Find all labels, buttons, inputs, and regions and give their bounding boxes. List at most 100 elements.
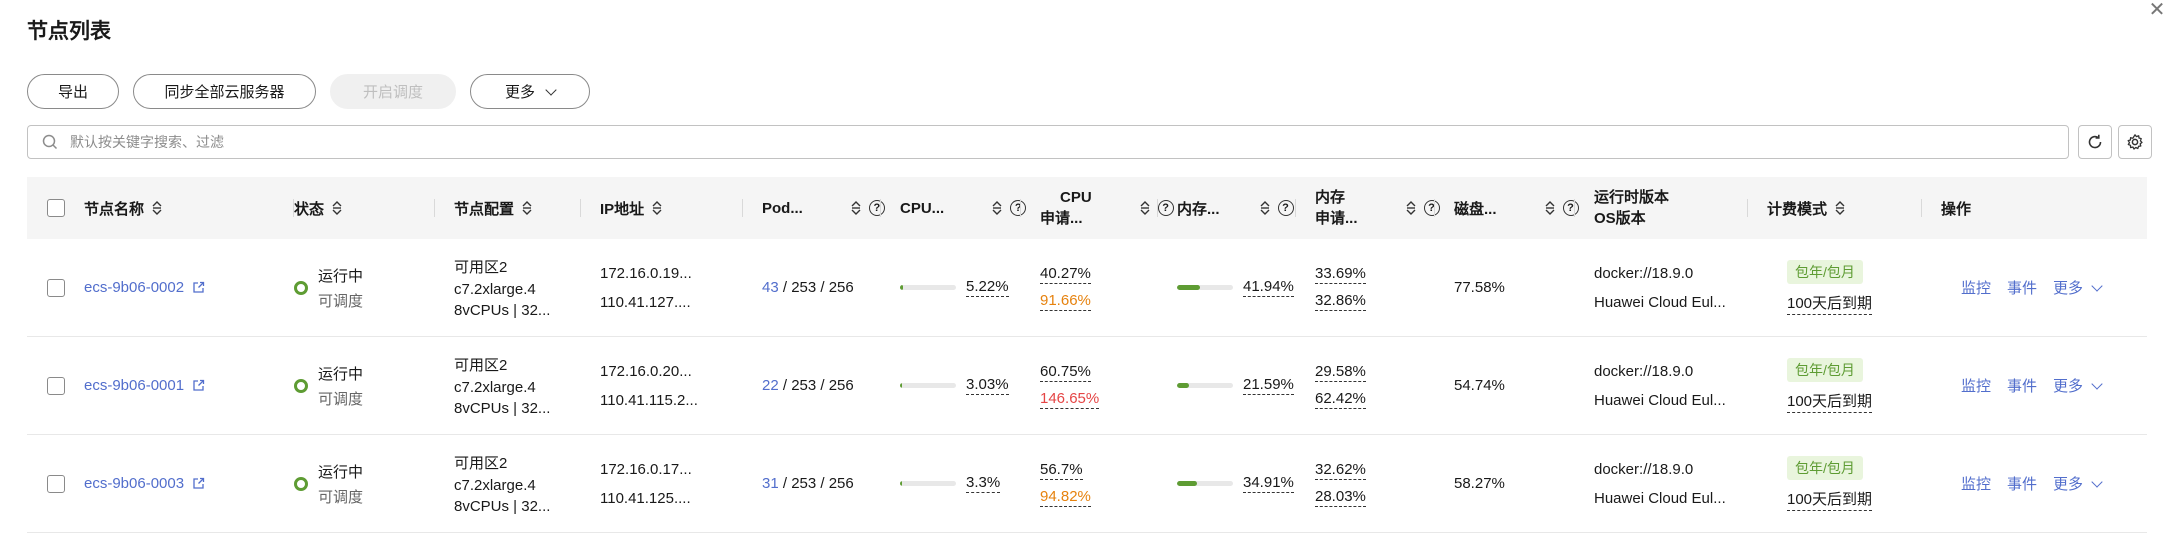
help-icon[interactable]: ? — [1562, 200, 1579, 216]
memory-usage-bar — [1177, 481, 1233, 486]
column-billing[interactable]: 计费模式 — [1747, 177, 1845, 239]
chevron-down-icon — [2091, 279, 2103, 292]
more-label: 更多 — [504, 84, 535, 101]
sort-icon — [152, 201, 162, 215]
table-row: ecs-9b06-0001 运行中 可调度 可用区2 c7.2xlarge.4 … — [27, 337, 2147, 435]
enable-scheduling-button[interactable]: 开启调度 — [330, 74, 456, 109]
more-dropdown-button[interactable]: 更多 — [470, 74, 590, 109]
column-status[interactable]: 状态 — [293, 177, 342, 239]
monitor-link[interactable]: 监控 — [1961, 378, 1992, 395]
export-button[interactable]: 导出 — [27, 74, 119, 109]
external-link-icon[interactable] — [192, 477, 205, 490]
gear-icon — [2127, 134, 2143, 150]
chevron-down-icon — [2091, 475, 2103, 488]
public-ip-text: 110.41.115.2... — [600, 391, 698, 409]
column-memory-request[interactable]: 内存 申请... ? — [1295, 177, 1440, 239]
more-ops-link[interactable]: 更多 — [2053, 375, 2103, 396]
refresh-button[interactable] — [2078, 125, 2112, 159]
help-icon[interactable]: ? — [1423, 200, 1440, 216]
sort-icon — [522, 201, 532, 215]
node-name-link[interactable]: ecs-9b06-0002 — [84, 279, 185, 296]
help-icon[interactable]: ? — [868, 200, 885, 216]
column-disk[interactable]: 磁盘... ? — [1434, 177, 1579, 239]
column-runtime: 运行时版本 OS版本 — [1574, 177, 1669, 239]
pod-capacity-text: / 253 / 256 — [778, 377, 854, 394]
column-name[interactable]: 节点名称 — [84, 177, 162, 239]
zone-text: 可用区2 — [454, 455, 508, 472]
sort-icon — [1545, 201, 1555, 215]
node-name-link[interactable]: ecs-9b06-0001 — [84, 377, 185, 394]
help-icon[interactable]: ? — [1157, 200, 1174, 216]
flavor-text: c7.2xlarge.4 — [454, 281, 536, 298]
memory-usage-text: 41.94% — [1243, 278, 1294, 297]
external-link-icon[interactable] — [192, 281, 205, 294]
row-checkbox[interactable] — [47, 376, 65, 395]
cpu-usage-text: 5.22% — [966, 278, 1009, 297]
pod-count-link[interactable]: 22 — [762, 377, 779, 394]
search-input[interactable] — [68, 133, 1968, 151]
column-operations: 操作 — [1921, 177, 1971, 239]
settings-button[interactable] — [2118, 125, 2152, 159]
pod-count-link[interactable]: 43 — [762, 279, 779, 296]
help-icon[interactable]: ? — [1010, 200, 1027, 216]
select-all-checkbox[interactable] — [47, 199, 65, 217]
runtime-version-text: docker://18.9.0 — [1594, 362, 1694, 380]
events-link[interactable]: 事件 — [2007, 280, 2038, 297]
schedulable-text: 可调度 — [318, 488, 364, 506]
cpu-request-text: 60.75% — [1040, 362, 1091, 382]
monitor-link[interactable]: 监控 — [1961, 476, 1992, 493]
flavor-text: c7.2xlarge.4 — [454, 379, 536, 396]
billing-badge: 包年/包月 — [1787, 358, 1863, 382]
row-checkbox[interactable] — [47, 278, 65, 297]
pod-capacity-text: / 253 / 256 — [778, 475, 854, 492]
private-ip-text: 172.16.0.20... — [600, 362, 692, 380]
memory-request-text: 32.62% — [1315, 460, 1366, 480]
more-ops-link[interactable]: 更多 — [2053, 473, 2103, 494]
column-memory[interactable]: 内存... ? — [1157, 177, 1294, 239]
pod-count-link[interactable]: 31 — [762, 475, 779, 492]
memory-usage-text: 34.91% — [1243, 474, 1294, 493]
os-version-text: Huawei Cloud Eul... — [1594, 293, 1726, 311]
cpu-limit-text: 94.82% — [1040, 487, 1091, 507]
sort-icon — [1406, 201, 1416, 215]
column-cpu-request[interactable]: CPU 申请... ? — [1020, 177, 1174, 239]
column-pod[interactable]: Pod... ? — [742, 177, 885, 239]
os-version-text: Huawei Cloud Eul... — [1594, 391, 1726, 409]
sync-all-servers-button[interactable]: 同步全部云服务器 — [133, 74, 316, 109]
column-cpu[interactable]: CPU... ? — [880, 177, 1027, 239]
memory-usage-text: 21.59% — [1243, 376, 1294, 395]
node-name-link[interactable]: ecs-9b06-0003 — [84, 475, 185, 492]
billing-badge: 包年/包月 — [1787, 260, 1863, 284]
refresh-icon — [2088, 134, 2102, 149]
events-link[interactable]: 事件 — [2007, 378, 2038, 395]
zone-text: 可用区2 — [454, 357, 508, 374]
runtime-version-text: docker://18.9.0 — [1594, 264, 1694, 282]
billing-badge: 包年/包月 — [1787, 456, 1863, 480]
events-link[interactable]: 事件 — [2007, 476, 2038, 493]
close-icon[interactable]: ✕ — [2148, 0, 2166, 21]
table-header: 节点名称 状态 节点配置 IP地址 Pod... ? CPU... — [27, 177, 2147, 239]
search-icon — [42, 134, 58, 150]
more-ops-link[interactable]: 更多 — [2053, 277, 2103, 298]
memory-request-text: 33.69% — [1315, 264, 1366, 284]
cpu-usage-bar — [900, 481, 956, 486]
memory-usage-bar — [1177, 285, 1233, 290]
memory-usage-bar — [1177, 383, 1233, 388]
cpu-usage-bar — [900, 383, 956, 388]
help-icon[interactable]: ? — [1277, 200, 1294, 216]
cpu-limit-text: 146.65% — [1040, 389, 1100, 409]
monitor-link[interactable]: 监控 — [1961, 280, 1992, 297]
column-ip[interactable]: IP地址 — [580, 177, 662, 239]
cpu-usage-bar — [900, 285, 956, 290]
column-config[interactable]: 节点配置 — [434, 177, 532, 239]
disk-usage-text: 58.27% — [1454, 475, 1505, 492]
external-link-icon[interactable] — [192, 379, 205, 392]
sort-icon — [1140, 201, 1150, 215]
memory-request-text: 29.58% — [1315, 362, 1366, 382]
status-running-icon — [294, 280, 308, 295]
status-text: 运行中 — [318, 365, 364, 383]
expire-text: 100天后到期 — [1787, 390, 1873, 413]
flavor-text: c7.2xlarge.4 — [454, 477, 536, 494]
cpu-request-text: 40.27% — [1040, 264, 1091, 284]
row-checkbox[interactable] — [47, 474, 65, 493]
